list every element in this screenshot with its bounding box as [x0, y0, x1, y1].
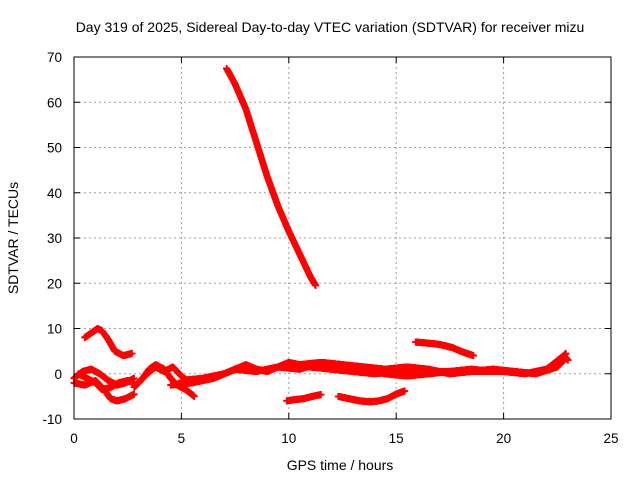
- x-tick-label: 15: [389, 431, 404, 446]
- series-high-elevation-drop: [223, 64, 320, 290]
- data-point: [130, 390, 138, 398]
- y-tick-label: 20: [47, 276, 62, 291]
- series-low-segment-2: [334, 387, 409, 406]
- x-tick-label: 5: [178, 431, 186, 446]
- plot-frame: [73, 56, 612, 420]
- data-point: [317, 391, 325, 399]
- data-point: [128, 349, 136, 357]
- x-tick-label: 10: [281, 431, 296, 446]
- y-tick-label: 0: [54, 367, 62, 382]
- x-tick-label: 25: [603, 431, 618, 446]
- y-tick-label: 40: [47, 186, 62, 201]
- x-tick-label: 20: [496, 431, 511, 446]
- series-mid-band: [296, 358, 497, 380]
- data-point: [190, 392, 198, 400]
- series-early-bump: [81, 325, 136, 360]
- y-tick-label: 60: [47, 95, 62, 110]
- y-tick-label: 30: [47, 231, 62, 246]
- chart-title: Day 319 of 2025, Sidereal Day-to-day VTE…: [76, 19, 585, 35]
- data-point: [470, 352, 478, 360]
- grid: [74, 57, 611, 419]
- y-tick-label: -10: [42, 412, 62, 427]
- series-late-arc: [412, 338, 478, 360]
- x-axis-label: GPS time / hours: [287, 457, 394, 473]
- data-point: [489, 367, 497, 375]
- y-axis-label: SDTVAR / TECUs: [5, 182, 21, 294]
- series-late-tail: [532, 352, 572, 378]
- data-point: [312, 282, 320, 290]
- series-low-loop-2: [74, 370, 138, 394]
- y-tick-label: 50: [47, 141, 62, 156]
- y-tick-label: 70: [47, 50, 62, 65]
- series-low-segment-1: [283, 391, 325, 405]
- tick-labels: 0 5 10 15 20 25 -10 0 10 20 30 40 50 60 70: [42, 50, 618, 446]
- data-point: [564, 356, 572, 364]
- data-points: [70, 64, 572, 406]
- x-tick-label: 0: [70, 431, 78, 446]
- data-point: [401, 387, 409, 395]
- y-tick-label: 10: [47, 322, 62, 337]
